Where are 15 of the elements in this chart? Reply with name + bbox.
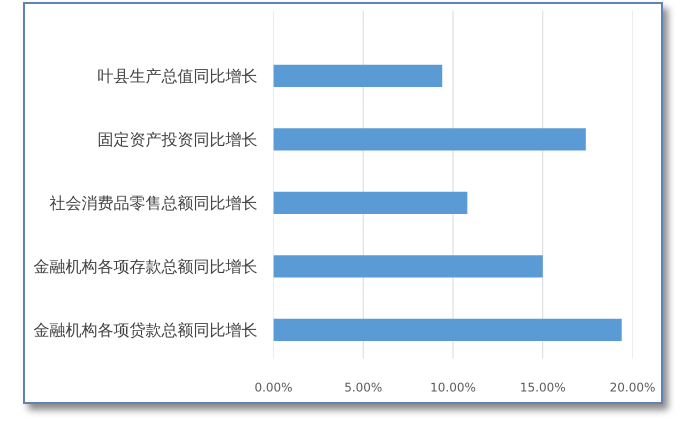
x-tick-label: 10.00% <box>430 380 476 394</box>
bar <box>274 318 622 342</box>
y-tick-label: 叶县生产总值同比增长 <box>98 66 258 86</box>
bar <box>274 255 543 278</box>
y-tick-label: 社会消费品零售总额同比增长 <box>50 193 258 212</box>
y-tick-label: 固定资产投资同比增长 <box>98 130 258 149</box>
bar <box>274 192 468 214</box>
x-tick-label: 15.00% <box>520 380 566 394</box>
bar <box>274 64 442 88</box>
y-tick-label: 金融机构各项存款总额同比增长 <box>34 256 258 276</box>
y-tick-label: 金融机构各项贷款总额同比增长 <box>34 320 258 340</box>
x-tick-label: 20.00% <box>610 380 656 394</box>
bar <box>274 128 586 151</box>
x-tick-label: 0.00% <box>254 380 293 394</box>
x-tick-label: 5.00% <box>344 380 382 394</box>
